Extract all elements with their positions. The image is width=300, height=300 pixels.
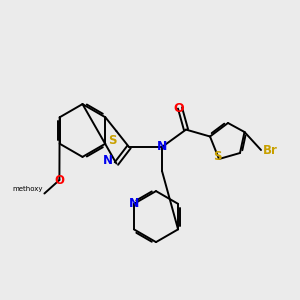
Text: O: O: [173, 101, 184, 115]
Text: S: S: [108, 134, 116, 146]
Text: Br: Br: [262, 143, 278, 157]
Text: N: N: [157, 140, 167, 154]
Text: S: S: [213, 149, 222, 163]
Text: methoxy: methoxy: [12, 186, 43, 192]
Text: O: O: [54, 173, 64, 187]
Text: N: N: [103, 154, 113, 167]
Text: N: N: [129, 197, 139, 210]
